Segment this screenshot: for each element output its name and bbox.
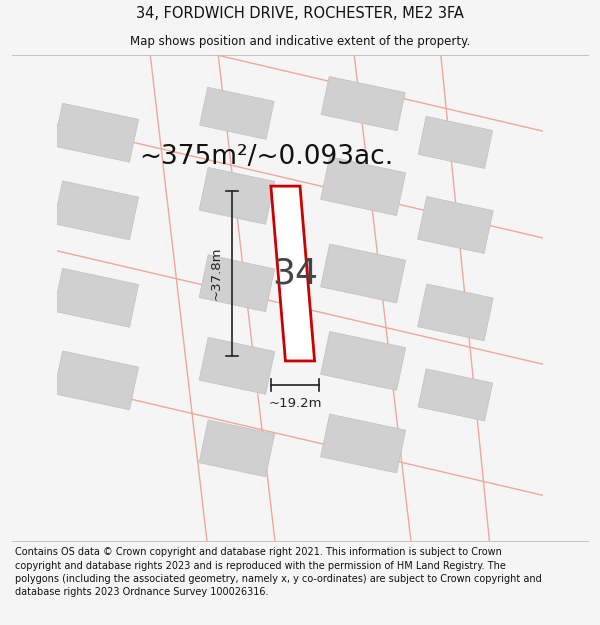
Polygon shape (320, 414, 406, 473)
Text: Map shows position and indicative extent of the property.: Map shows position and indicative extent… (130, 35, 470, 48)
Polygon shape (200, 88, 274, 139)
Text: 34, FORDWICH DRIVE, ROCHESTER, ME2 3FA: 34, FORDWICH DRIVE, ROCHESTER, ME2 3FA (136, 6, 464, 21)
Polygon shape (320, 157, 406, 216)
Polygon shape (199, 338, 275, 394)
Polygon shape (418, 116, 493, 169)
Polygon shape (320, 244, 406, 303)
Polygon shape (53, 351, 139, 410)
Text: 34: 34 (272, 256, 318, 291)
Polygon shape (271, 186, 314, 361)
Polygon shape (321, 76, 405, 131)
Polygon shape (199, 168, 275, 224)
Text: ~375m²/~0.093ac.: ~375m²/~0.093ac. (140, 144, 394, 170)
Polygon shape (199, 255, 275, 312)
Polygon shape (53, 181, 139, 240)
Polygon shape (320, 331, 406, 391)
Text: Contains OS data © Crown copyright and database right 2021. This information is : Contains OS data © Crown copyright and d… (15, 548, 542, 597)
Text: ~19.2m: ~19.2m (268, 398, 322, 411)
Polygon shape (53, 268, 139, 328)
Polygon shape (199, 420, 275, 477)
Polygon shape (418, 284, 493, 341)
Polygon shape (53, 103, 139, 162)
Text: ~37.8m: ~37.8m (209, 247, 222, 300)
Polygon shape (418, 196, 493, 253)
Polygon shape (418, 369, 493, 421)
